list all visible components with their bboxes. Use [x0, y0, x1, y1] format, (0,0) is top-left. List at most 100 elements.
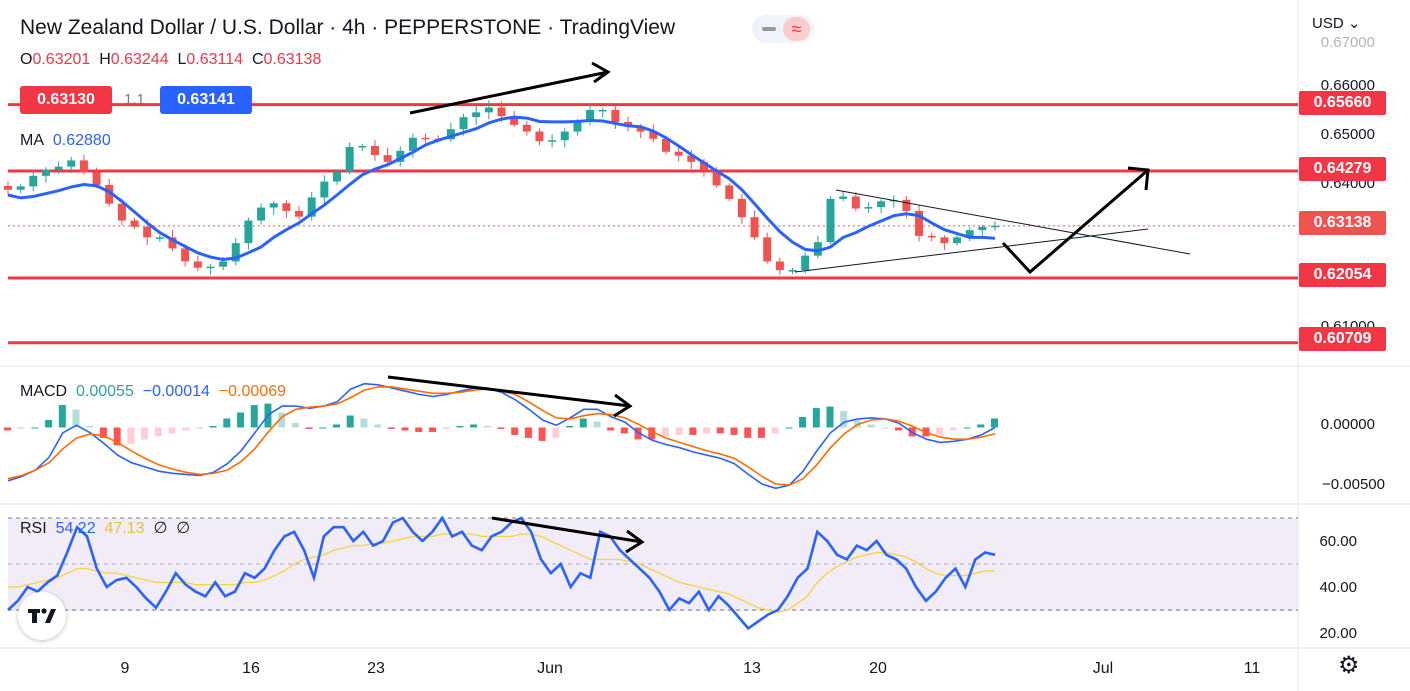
macd-histogram-bar	[99, 427, 107, 438]
candle-body	[737, 198, 746, 218]
rsi-empty-1: ∅	[153, 520, 168, 537]
macd-histogram-bar	[895, 427, 903, 431]
currency-dropdown[interactable]: USD ⌄	[1312, 14, 1360, 32]
triangle-lower-line	[794, 228, 1149, 273]
candle-body	[851, 196, 860, 209]
candle-body	[649, 131, 658, 139]
candle-body	[181, 248, 190, 262]
tradingview-logo	[18, 592, 66, 640]
candle-body	[611, 109, 620, 122]
higher-high-arrowhead	[591, 61, 611, 84]
macd-histogram-bar	[113, 427, 121, 446]
toggle-pill[interactable]: ≈	[752, 15, 814, 43]
macd-histogram-bar	[195, 427, 203, 429]
candle-body	[725, 185, 734, 199]
projection-arrowhead	[1127, 166, 1150, 191]
ohlc-low-value: 0.63114	[186, 51, 244, 68]
candle-body	[991, 225, 999, 228]
rsi-legend-label: RSI	[20, 520, 47, 537]
level-tag-065660: 0.65660	[1299, 91, 1386, 115]
candle-body	[573, 120, 582, 132]
macd-histogram-bar	[963, 427, 971, 429]
candle-body	[421, 137, 430, 140]
buy-price-button[interactable]: 0.63141	[160, 86, 252, 114]
candle-body	[370, 145, 379, 156]
macd-histogram-bar	[867, 424, 875, 428]
projection-arrow	[1001, 168, 1149, 275]
macd-histogram-bar	[428, 427, 436, 432]
candle-body	[396, 150, 405, 162]
candle-body	[446, 129, 455, 140]
candle-body	[193, 261, 202, 268]
macd-histogram-bar	[278, 412, 286, 428]
time-tick: Jul	[1092, 660, 1114, 677]
candle-body	[712, 170, 721, 186]
candle-body	[143, 226, 152, 238]
candle-body	[915, 210, 924, 236]
macd-histogram-bar	[566, 425, 574, 428]
candle-body	[548, 140, 557, 142]
chevron-down-icon: ⌄	[1347, 15, 1361, 32]
candle-body	[687, 155, 696, 162]
macd-histogram-bar	[86, 425, 94, 428]
macd-histogram-bar	[401, 427, 409, 431]
time-tick: 16	[242, 660, 260, 677]
macd-histogram-bar	[209, 425, 217, 428]
tradingview-logo-icon	[28, 608, 56, 623]
macd-histogram-bar	[771, 427, 779, 434]
macd-histogram-bar	[757, 427, 765, 438]
level-tag-060709: 0.60709	[1299, 327, 1386, 351]
rsi-legend: RSI 54.22 47.13 ∅ ∅	[20, 518, 190, 538]
candle-body	[927, 235, 936, 238]
macd-histogram-bar	[483, 425, 491, 428]
macd-line	[7, 382, 996, 490]
candle-body	[92, 172, 101, 185]
rsi-divergence-arrow	[491, 516, 643, 544]
candle-body	[940, 237, 949, 244]
candle-body	[535, 131, 544, 142]
candle-body	[282, 203, 291, 211]
macd-histogram-bar	[223, 418, 231, 428]
macd-legend: MACD 0.00055 −0.00014 −0.00069	[20, 383, 286, 401]
candle-body	[864, 207, 873, 209]
macd-divergence-arrowhead	[613, 393, 633, 418]
rsi-ma-value: 47.13	[104, 520, 145, 537]
rsi-tick: 60.00	[1319, 533, 1357, 550]
time-tick: 23	[367, 660, 385, 677]
candle-body	[662, 138, 670, 152]
candle-body	[484, 107, 493, 113]
macd-annotations	[387, 375, 633, 418]
candle-body	[497, 107, 506, 117]
ma-line	[7, 115, 996, 262]
macd-histogram-bar	[936, 427, 944, 435]
macd-histogram-bar	[497, 427, 505, 429]
rsi-divergence-arrowhead	[625, 529, 645, 554]
candle-body	[117, 203, 126, 221]
candle-body	[244, 220, 253, 244]
sell-price-button[interactable]: 0.63130	[20, 86, 112, 114]
rsi-tick: 20.00	[1319, 625, 1357, 642]
candle-body	[826, 198, 835, 243]
candle-body	[877, 201, 886, 208]
macd-histogram-bar	[648, 427, 656, 440]
candle-body	[41, 169, 50, 176]
candle-body	[105, 184, 114, 204]
candle-body	[953, 237, 962, 244]
candle-body	[307, 197, 316, 217]
macd-histogram-bar	[675, 427, 683, 435]
macd-histogram-bar	[442, 427, 450, 429]
macd-histogram-bar	[881, 427, 889, 429]
macd-histogram-bar	[72, 409, 80, 428]
settings-gear-icon[interactable]: ⚙	[1338, 652, 1360, 679]
candle-body	[965, 230, 974, 238]
macd-histogram-bar	[552, 427, 560, 438]
macd-tick: 0.00000	[1320, 416, 1375, 433]
candle-body	[636, 126, 645, 132]
ohlc-low-key: L	[177, 51, 187, 68]
candle-body	[155, 237, 164, 239]
macd-histogram-bar	[387, 427, 395, 429]
macd-histogram-bar	[319, 427, 327, 429]
macd-histogram-bar	[991, 418, 998, 428]
candle-body	[333, 171, 341, 182]
macd-histogram-bar	[237, 412, 245, 428]
